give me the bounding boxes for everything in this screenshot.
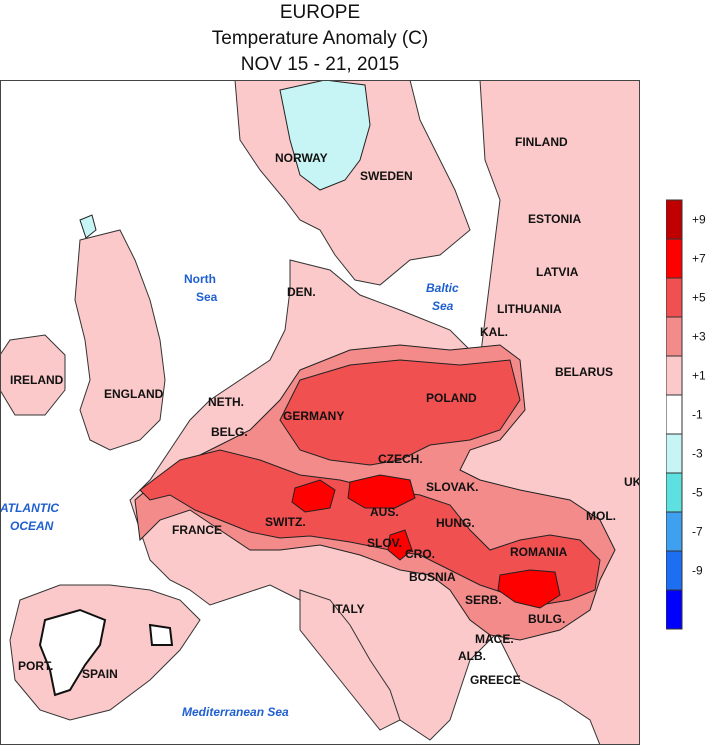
contour-minus1 (79, 80, 371, 239)
label-belarus: BELARUS (555, 365, 613, 379)
label-mol: MOL. (586, 509, 616, 523)
color-legend: +9 +7 +5 +3 +1 -1 -3 -5 -7 -9 (666, 199, 706, 630)
label-greece: GREECE (470, 673, 521, 687)
label-north-sea-1: North (184, 272, 216, 286)
label-france: FRANCE (172, 523, 222, 537)
legend-bin (666, 277, 683, 318)
legend-tick-label: -3 (692, 447, 703, 461)
legend-tick-label: -1 (692, 408, 703, 422)
legend-bin (666, 589, 683, 630)
label-aus: AUS. (370, 505, 399, 519)
label-germany: GERMANY (283, 409, 344, 423)
label-england: ENGLAND (104, 387, 164, 401)
label-sweden: SWEDEN (360, 169, 413, 183)
legend-tick-label: +5 (692, 291, 706, 305)
label-atlantic-1: ATLANTIC (0, 501, 59, 515)
label-cro: CRO. (405, 547, 435, 561)
label-czech: CZECH. (378, 452, 423, 466)
contour-neutral (38, 608, 174, 697)
country-labels: NORWAY SWEDEN FINLAND ESTONIA LATVIA LIT… (10, 135, 640, 687)
legend-bin (666, 355, 683, 396)
sea-labels: North Sea Baltic Sea ATLANTIC OCEAN Medi… (0, 272, 459, 719)
legend-tick-label: -9 (692, 564, 703, 578)
legend-tick-label: -7 (692, 525, 703, 539)
label-neth: NETH. (208, 395, 244, 409)
label-serb: SERB. (465, 593, 502, 607)
legend-tick-label: +9 (692, 213, 706, 227)
legend-tick-label: +7 (692, 252, 706, 266)
label-finland: FINLAND (515, 135, 568, 149)
contour-plus5 (139, 359, 601, 606)
label-kal: KAL. (480, 325, 508, 339)
label-switz: SWITZ. (265, 515, 306, 529)
label-estonia: ESTONIA (528, 212, 581, 226)
label-belg: BELG. (211, 425, 248, 439)
anomaly-map: NORWAY SWEDEN FINLAND ESTONIA LATVIA LIT… (0, 80, 640, 745)
label-uk: UK (624, 475, 640, 489)
label-atlantic-2: OCEAN (10, 519, 54, 533)
label-slov: SLOV. (367, 536, 402, 550)
legend-tick-label: +3 (692, 330, 706, 344)
label-poland: POLAND (426, 391, 477, 405)
label-spain: SPAIN (82, 667, 118, 681)
map-title-region: EUROPE (279, 2, 361, 23)
legend-bin (666, 238, 683, 279)
label-den: DEN. (287, 285, 316, 299)
label-alb: ALB. (458, 649, 486, 663)
label-slovak: SLOVAK. (426, 480, 478, 494)
label-romania: ROMANIA (510, 545, 568, 559)
legend-bin (666, 433, 683, 474)
legend-bins (666, 199, 683, 630)
label-latvia: LATVIA (536, 265, 579, 279)
label-mediterranean: Mediterranean Sea (182, 705, 289, 719)
map-title-variable: Temperature Anomaly (C) (211, 28, 429, 49)
label-port: PORT. (18, 659, 53, 673)
label-bosnia: BOSNIA (409, 570, 456, 584)
label-north-sea-2: Sea (196, 290, 218, 304)
label-norway: NORWAY (275, 151, 328, 165)
legend-bin (666, 199, 683, 240)
label-ireland: IRELAND (10, 373, 64, 387)
label-mace: MACE. (475, 632, 514, 646)
legend-bin (666, 550, 683, 591)
legend-tick-label: +1 (692, 369, 706, 383)
label-baltic-sea-1: Baltic (426, 281, 459, 295)
legend-bin (666, 394, 683, 435)
label-hung: HUNG. (436, 516, 475, 530)
map-title-period: NOV 15 - 21, 2015 (240, 54, 400, 75)
contour-plus7 (291, 474, 561, 609)
label-italy: ITALY (332, 602, 365, 616)
label-bulg: BULG. (528, 612, 565, 626)
label-baltic-sea-2: Sea (432, 299, 454, 313)
label-lithuania: LITHUANIA (497, 302, 562, 316)
legend-bin (666, 472, 683, 513)
legend-tick-label: -5 (692, 486, 703, 500)
legend-bin (666, 316, 683, 357)
legend-bin (666, 511, 683, 552)
legend-labels: +9 +7 +5 +3 +1 -1 -3 -5 -7 -9 (692, 213, 706, 578)
